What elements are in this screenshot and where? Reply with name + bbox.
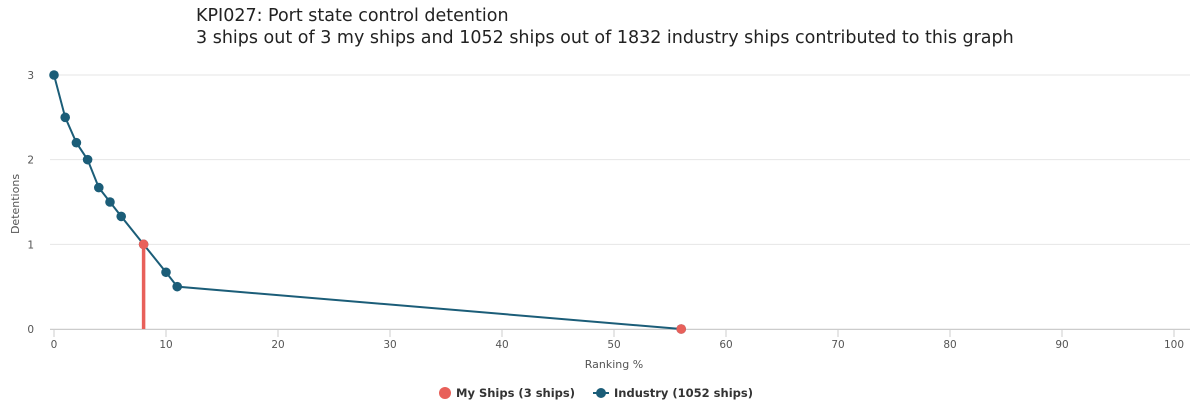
legend-marker-my-ships <box>439 387 451 399</box>
my-ships-point <box>138 239 149 250</box>
industry-series-line <box>53 74 682 330</box>
industry-point <box>116 211 126 222</box>
industry-point <box>105 197 115 207</box>
industry-point <box>49 70 59 80</box>
industry-point <box>60 112 70 123</box>
x-tick-label: 20 <box>271 339 284 351</box>
industry-point <box>172 281 182 292</box>
x-tick-label: 0 <box>51 339 58 351</box>
legend-label-industry: Industry (1052 ships) <box>614 386 753 400</box>
x-tick-label: 10 <box>159 339 172 351</box>
chart-legend: My Ships (3 ships) Industry (1052 ships) <box>0 386 1192 400</box>
legend-label-my-ships: My Ships (3 ships) <box>456 386 576 400</box>
industry-point <box>94 182 104 193</box>
x-axis-title: Ranking % <box>585 358 643 371</box>
industry-point <box>71 137 82 148</box>
chart-title: KPI027: Port state control detention 3 s… <box>196 5 1014 49</box>
x-tick-label: 70 <box>831 339 844 351</box>
y-axis-title: Detentions <box>9 174 22 234</box>
y-tick-label: 3 <box>27 70 34 82</box>
y-tick-label: 0 <box>27 324 34 336</box>
x-tick-label: 30 <box>383 339 396 351</box>
my-ships-point <box>676 324 686 334</box>
legend-marker-industry <box>593 387 610 399</box>
chart-title-line-2: 3 ships out of 3 my ships and 1052 ships… <box>196 28 1014 48</box>
y-tick-label: 2 <box>27 155 34 167</box>
chart-title-line-1: KPI027: Port state control detention <box>196 6 509 26</box>
x-tick-label: 80 <box>943 339 956 351</box>
legend-item-my-ships[interactable]: My Ships (3 ships) <box>439 386 575 400</box>
x-tick-label: 50 <box>607 339 620 351</box>
x-tick-label: 100 <box>1164 339 1184 351</box>
x-tick-label: 60 <box>719 339 732 351</box>
y-tick-label: 1 <box>27 239 34 251</box>
industry-point <box>161 267 171 278</box>
x-tick-label: 40 <box>495 339 508 351</box>
legend-item-industry[interactable]: Industry (1052 ships) <box>593 386 753 400</box>
x-tick-label: 90 <box>1055 339 1068 351</box>
industry-point <box>82 154 93 165</box>
